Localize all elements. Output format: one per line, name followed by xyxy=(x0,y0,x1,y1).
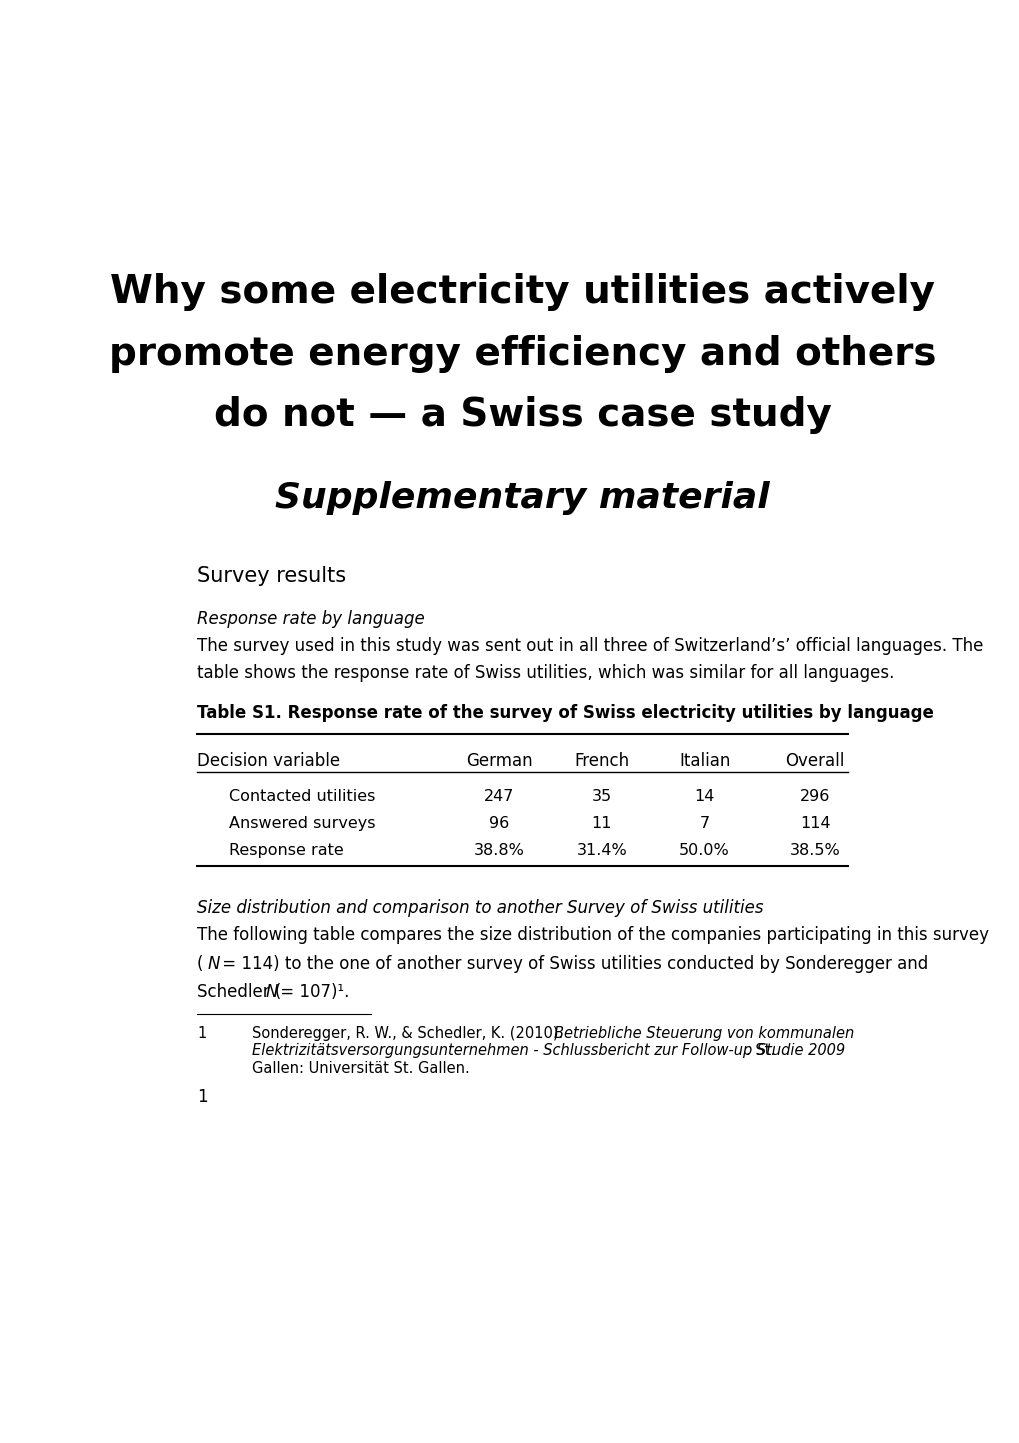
Text: 1: 1 xyxy=(197,1026,206,1040)
Text: 35: 35 xyxy=(591,789,611,804)
Text: The following table compares the size distribution of the companies participatin: The following table compares the size di… xyxy=(197,926,988,944)
Text: 1: 1 xyxy=(197,1088,208,1105)
Text: 7: 7 xyxy=(699,817,709,831)
Text: . St.: . St. xyxy=(746,1043,775,1058)
Text: 96: 96 xyxy=(488,817,508,831)
Text: 38.5%: 38.5% xyxy=(789,843,840,859)
Text: 14: 14 xyxy=(694,789,714,804)
Text: Italian: Italian xyxy=(679,752,730,771)
Text: The survey used in this study was sent out in all three of Switzerland’s’ offici: The survey used in this study was sent o… xyxy=(197,638,982,655)
Text: Size distribution and comparison to another Survey of Swiss utilities: Size distribution and comparison to anot… xyxy=(197,899,763,918)
Text: Answered surveys: Answered surveys xyxy=(228,817,375,831)
Text: 247: 247 xyxy=(483,789,514,804)
Text: = 114) to the one of another survey of Swiss utilities conducted by Sonderegger : = 114) to the one of another survey of S… xyxy=(217,955,927,973)
Text: = 107)¹.: = 107)¹. xyxy=(275,983,350,1001)
Text: table shows the response rate of Swiss utilities, which was similar for all lang: table shows the response rate of Swiss u… xyxy=(197,664,894,681)
Text: Why some electricity utilities actively: Why some electricity utilities actively xyxy=(110,273,934,312)
Text: Response rate by language: Response rate by language xyxy=(197,610,424,628)
Text: do not — a Swiss case study: do not — a Swiss case study xyxy=(214,397,830,434)
Text: Decision variable: Decision variable xyxy=(197,752,340,771)
Text: promote energy efficiency and others: promote energy efficiency and others xyxy=(109,335,935,372)
Text: French: French xyxy=(574,752,629,771)
Text: German: German xyxy=(466,752,532,771)
Text: N: N xyxy=(266,983,278,1001)
Text: Supplementary material: Supplementary material xyxy=(275,481,769,515)
Text: Survey results: Survey results xyxy=(197,566,345,586)
Text: 31.4%: 31.4% xyxy=(576,843,627,859)
Text: 38.8%: 38.8% xyxy=(473,843,524,859)
Text: Schedler (: Schedler ( xyxy=(197,983,281,1001)
Text: 11: 11 xyxy=(591,817,611,831)
Text: (: ( xyxy=(197,955,203,973)
Text: Contacted utilities: Contacted utilities xyxy=(228,789,375,804)
Text: Betriebliche Steuerung von kommunalen: Betriebliche Steuerung von kommunalen xyxy=(554,1026,854,1040)
Text: 296: 296 xyxy=(799,789,829,804)
Text: N: N xyxy=(207,955,219,973)
Text: Elektrizitätsversorgungsunternehmen - Schlussbericht zur Follow-up Studie 2009: Elektrizitätsversorgungsunternehmen - Sc… xyxy=(252,1043,845,1058)
Text: Sonderegger, R. W., & Schedler, K. (2010).: Sonderegger, R. W., & Schedler, K. (2010… xyxy=(252,1026,568,1040)
Text: Overall: Overall xyxy=(785,752,844,771)
Text: Gallen: Universität St. Gallen.: Gallen: Universität St. Gallen. xyxy=(252,1061,470,1076)
Text: 114: 114 xyxy=(799,817,829,831)
Text: 50.0%: 50.0% xyxy=(679,843,730,859)
Text: Table S1. Response rate of the survey of Swiss electricity utilities by language: Table S1. Response rate of the survey of… xyxy=(197,704,933,723)
Text: Response rate: Response rate xyxy=(228,843,343,859)
